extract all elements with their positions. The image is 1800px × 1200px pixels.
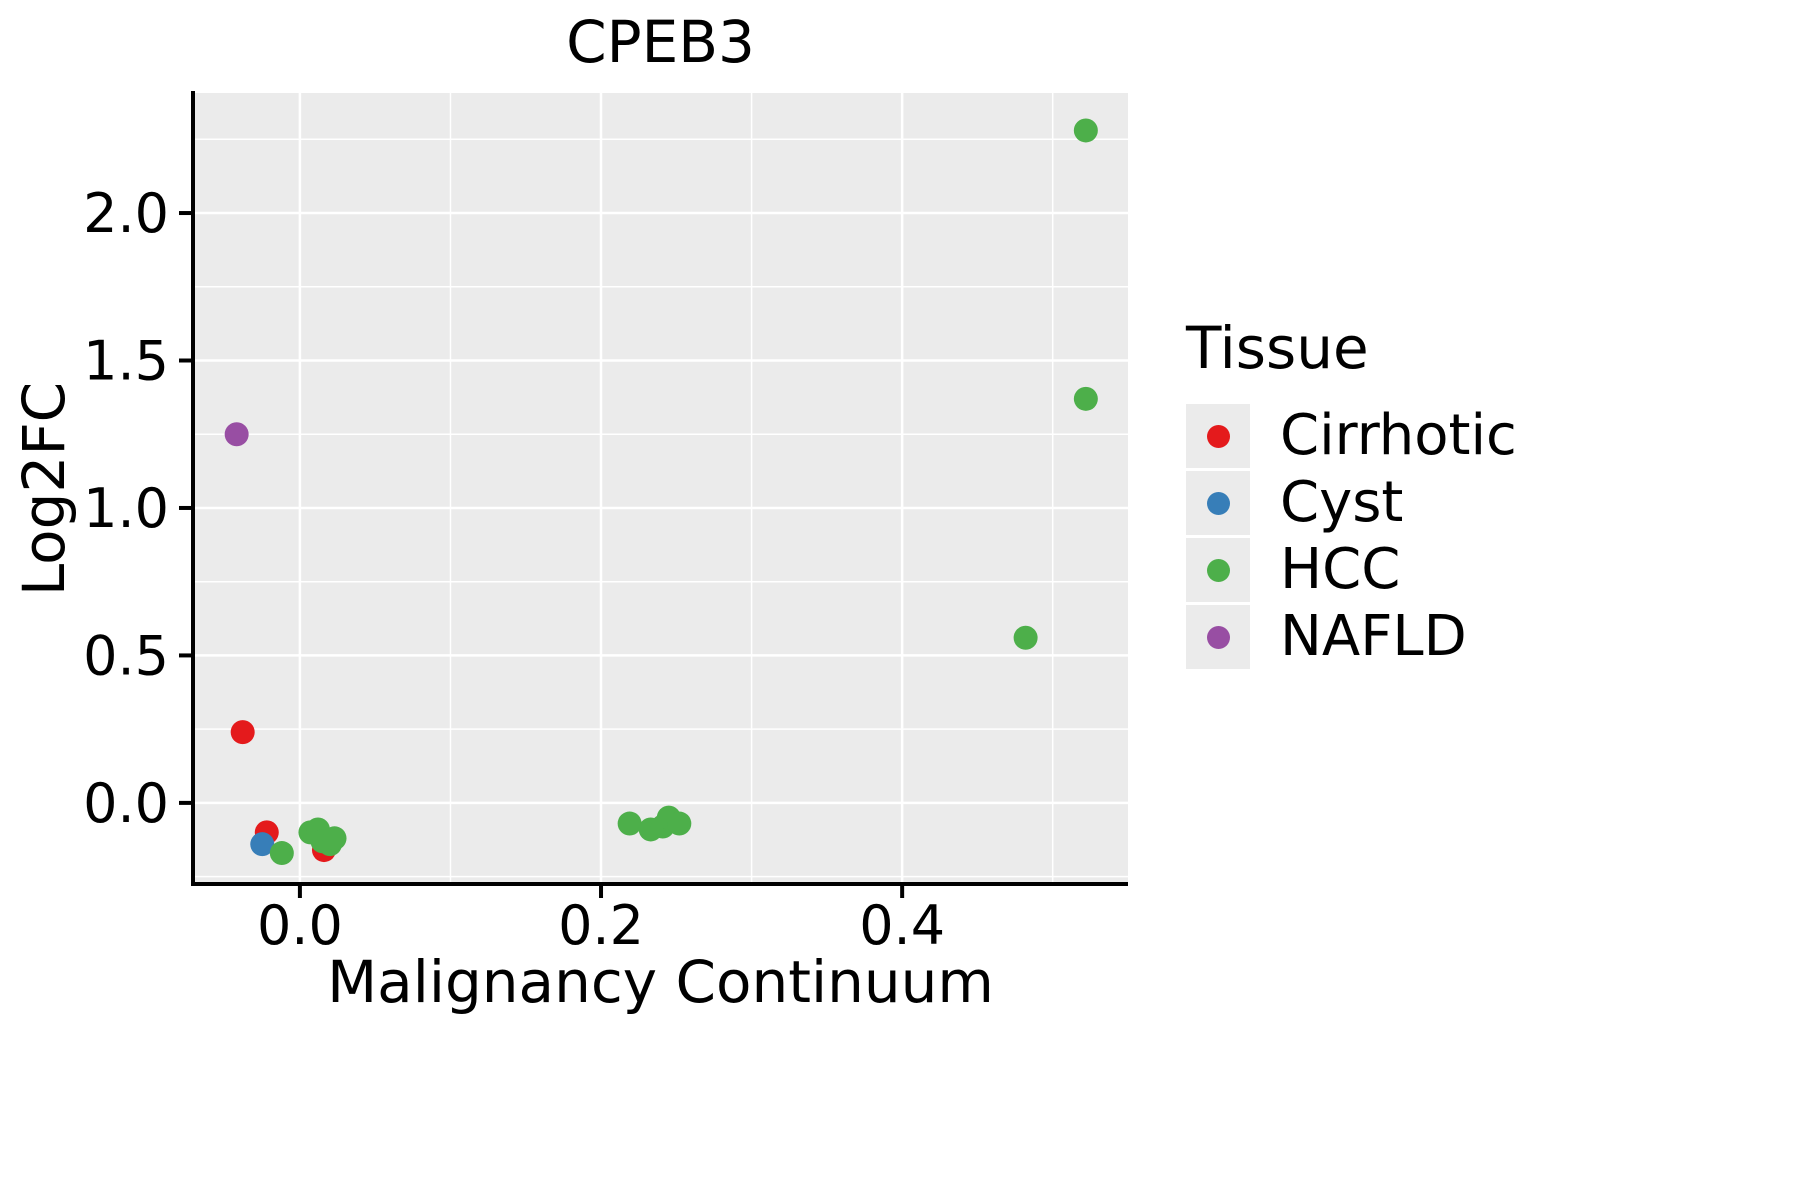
nafld-dot-icon (1206, 625, 1230, 649)
legend-key (1186, 605, 1250, 669)
y-tick-label: 0.0 (83, 772, 169, 835)
cyst-dot-icon (1206, 491, 1230, 515)
point-hcc (1073, 118, 1098, 143)
point-cirrhotic (230, 720, 255, 745)
legend-key (1186, 404, 1250, 468)
cirrhotic-dot-icon (1206, 424, 1230, 448)
y-tick-label: 1.5 (83, 330, 169, 393)
legend-item-cirrhotic: Cirrhotic (1186, 404, 1517, 468)
point-nafld (224, 422, 249, 447)
x-tick-label: 0.2 (558, 894, 644, 957)
y-tick-label: 1.0 (83, 477, 169, 540)
legend-label: Cirrhotic (1280, 403, 1517, 468)
legend-item-cyst: Cyst (1186, 471, 1517, 535)
legend: Tissue Cirrhotic Cyst HCC NAFLD (1186, 312, 1517, 672)
x-axis-title: Malignancy Continuum (327, 948, 994, 1016)
chart-title: CPEB3 (566, 8, 755, 76)
legend-item-nafld: NAFLD (1186, 605, 1517, 669)
point-cyst (250, 832, 275, 857)
point-hcc (269, 841, 294, 866)
point-hcc (322, 826, 347, 851)
legend-key (1186, 471, 1250, 535)
point-hcc (617, 811, 642, 836)
legend-item-hcc: HCC (1186, 538, 1517, 602)
y-axis-title: Log2FC (10, 381, 78, 597)
legend-label: HCC (1280, 537, 1401, 602)
point-hcc (1073, 386, 1098, 411)
legend-key (1186, 538, 1250, 602)
plot-panel (193, 93, 1128, 884)
point-hcc (1013, 625, 1038, 650)
y-tick-label: 2.0 (83, 182, 169, 245)
legend-title: Tissue (1186, 314, 1369, 382)
x-tick-label: 0.0 (257, 894, 343, 957)
x-tick-label: 0.4 (859, 894, 945, 957)
legend-label: Cyst (1280, 470, 1404, 535)
y-tick-label: 0.5 (83, 624, 169, 687)
legend-label: NAFLD (1280, 604, 1467, 669)
point-hcc (667, 811, 692, 836)
hcc-dot-icon (1206, 558, 1230, 582)
